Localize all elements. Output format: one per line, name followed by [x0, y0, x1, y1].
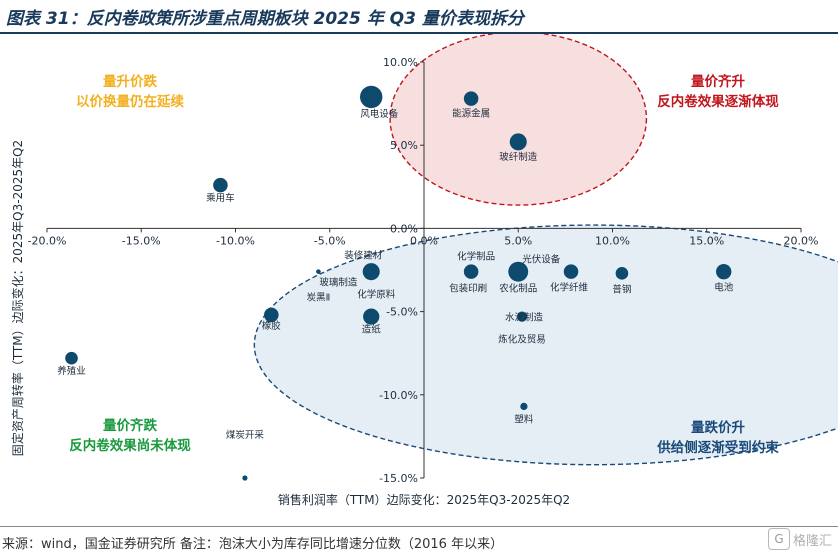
- point-label: 炭黑Ⅱ: [307, 293, 331, 304]
- bubble-point: [242, 475, 248, 481]
- watermark: G 格隆汇: [767, 528, 832, 550]
- bubble-point: [716, 263, 732, 280]
- quadrant-label: 反内卷效果尚未体现: [69, 437, 191, 454]
- bubble-point: [563, 264, 579, 279]
- x-tick-label: -20.0%: [28, 234, 67, 247]
- point-label: 玻璃制造: [319, 277, 358, 289]
- y-tick-label: 0.0%: [390, 222, 418, 235]
- point-label: 造纸: [362, 324, 382, 336]
- quadrant-label: 量价齐跌: [103, 417, 157, 434]
- y-tick-label: -10.0%: [379, 389, 418, 402]
- y-tick-label: -15.0%: [379, 472, 418, 485]
- watermark-logo-icon: G: [767, 528, 790, 550]
- bubble-point: [615, 267, 629, 280]
- bubble-point: [316, 269, 321, 274]
- x-tick-label: -15.0%: [122, 234, 161, 247]
- highlight-regions: [253, 34, 838, 466]
- point-label: 塑料: [514, 413, 534, 425]
- x-tick-label: 0.0%: [410, 234, 438, 247]
- point-label: 装修建材: [344, 250, 383, 262]
- quadrant-label: 供给侧逐渐受到约束: [656, 439, 779, 456]
- data-points: [65, 85, 732, 481]
- footer-rule: [0, 526, 838, 527]
- point-label: 能源金属: [452, 108, 490, 120]
- x-tick-label: -5.0%: [314, 234, 346, 247]
- bubble-point: [514, 268, 522, 276]
- red-ellipse: [389, 34, 648, 206]
- point-label: 化学纤维: [550, 282, 589, 294]
- source-note: 来源：wind，国金证券研究所 备注：泡沫大小为库存同比增速分位数（2016 年…: [2, 537, 504, 552]
- quadrant-label: 量跌价升: [691, 419, 745, 436]
- bubble-point: [363, 308, 380, 325]
- point-label: 普钢: [612, 283, 631, 295]
- bubble-point: [65, 351, 78, 365]
- chart-title: 图表 31：反内卷政策所涉重点周期板块 2025 年 Q3 量价表现拆分: [6, 9, 524, 29]
- axes: -20.0% -15.0% -10.0% -5.0% 0.0% 5.0% 10.0% 15.0…: [28, 56, 819, 485]
- point-label: 养殖业: [57, 365, 86, 377]
- point-label: 玻纤制造: [499, 151, 538, 163]
- y-tick-label: -5.0%: [386, 306, 418, 319]
- point-label: 电池: [714, 282, 734, 294]
- point-label: 水泥制造: [505, 312, 544, 324]
- watermark-text: 格隆汇: [792, 533, 832, 549]
- scatter-chart: -20.0% -15.0% -10.0% -5.0% 0.0% 5.0% 10.0% 15.0…: [10, 34, 838, 507]
- x-tick-label: 5.0%: [504, 234, 532, 247]
- y-axis-title: 固定资产周转率（TTM）边际变化：2025年Q3-2025年Q2: [10, 140, 25, 456]
- bubble-point: [264, 307, 279, 323]
- x-tick-label: -10.0%: [216, 234, 255, 247]
- quadrant-label: 以价换量仍在延续: [76, 93, 184, 110]
- bubble-point: [213, 177, 228, 193]
- blue-ellipse: [253, 224, 838, 466]
- point-label: 包装印刷: [449, 283, 487, 295]
- bubble-point: [509, 133, 527, 151]
- point-label: 橡胶: [262, 320, 282, 332]
- bubble-point: [520, 402, 528, 411]
- y-tick-label: 10.0%: [383, 56, 418, 69]
- point-label: 乘用车: [206, 192, 235, 204]
- x-tick-label: 15.0%: [689, 234, 724, 247]
- y-tick-label: 5.0%: [390, 139, 418, 152]
- point-label: 炼化及贸易: [498, 334, 546, 346]
- point-label: 农化制品: [499, 283, 537, 295]
- axis-titles: 销售利润率（TTM）边际变化：2025年Q3-2025年Q2 固定资产周转率（TT…: [10, 140, 570, 507]
- quadrant-label: 反内卷效果逐渐体现: [657, 93, 779, 110]
- point-label: 煤炭开采: [226, 429, 265, 441]
- bubble-point: [519, 313, 525, 320]
- quadrant-label: 量价齐升: [691, 73, 745, 90]
- quadrant-label: 量升价跌: [103, 73, 157, 90]
- point-label: 风电设备: [360, 108, 399, 120]
- bubble-point: [360, 85, 383, 109]
- point-label: 化学制品: [457, 251, 495, 263]
- bubble-point: [463, 91, 479, 106]
- x-tick-label: 10.0%: [595, 234, 630, 247]
- title-rule: [0, 32, 838, 34]
- x-axis-title: 销售利润率（TTM）边际变化：2025年Q3-2025年Q2: [278, 492, 570, 507]
- bubble-point: [467, 268, 475, 275]
- point-label: 化学原料: [357, 289, 396, 301]
- bubble-point: [367, 268, 375, 275]
- x-tick-label: 20.0%: [784, 234, 819, 247]
- point-label: 光伏设备: [522, 254, 561, 266]
